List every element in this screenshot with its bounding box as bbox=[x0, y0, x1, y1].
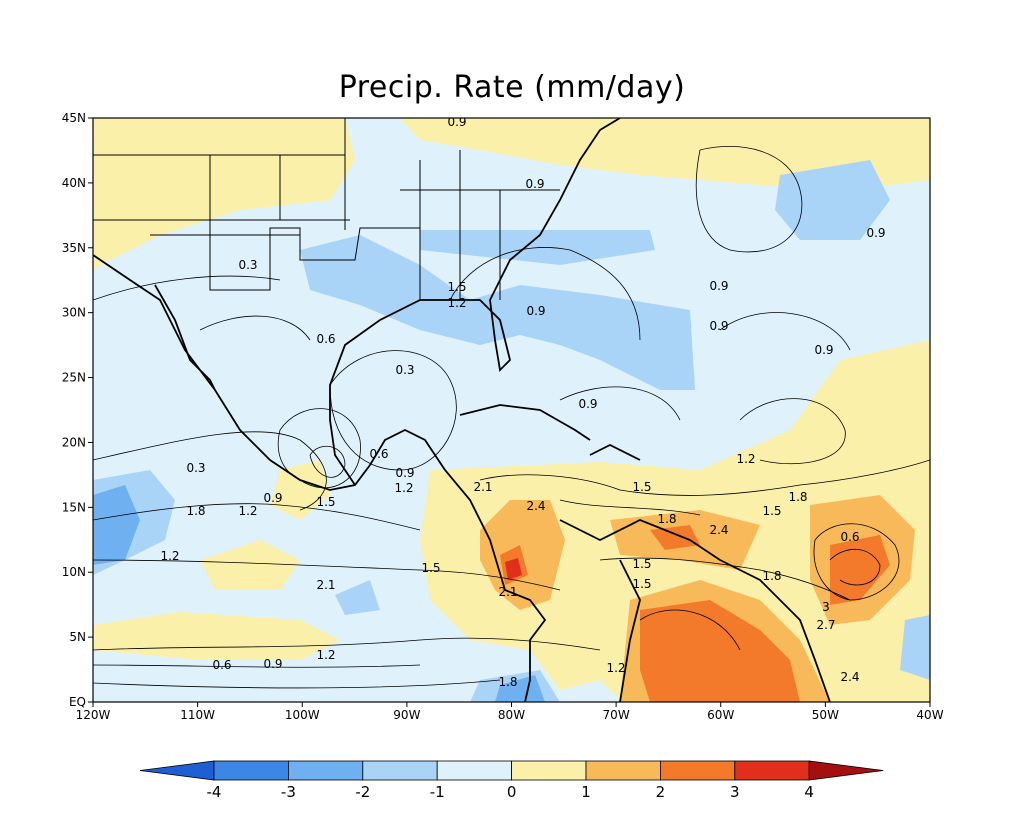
negative-anomaly-areas-medium bbox=[93, 485, 545, 702]
contour-label: 1.5 bbox=[447, 280, 466, 294]
lat-tick-label: 20N bbox=[62, 435, 86, 449]
colorbar-swatch bbox=[585, 760, 661, 781]
colorbar-tick-label: -1 bbox=[430, 783, 445, 801]
contour-label: 0.3 bbox=[238, 258, 257, 272]
contour-label: 0.9 bbox=[525, 177, 544, 191]
contour-label: 1.5 bbox=[632, 577, 651, 591]
map-panel: 0.90.90.90.31.51.20.90.90.90.90.60.30.90… bbox=[93, 115, 930, 702]
positive-anomaly-areas-red bbox=[505, 558, 522, 580]
colorbar-tick-label: -4 bbox=[207, 783, 222, 801]
colorbar: -4 -3 -2 -1 0 1 2 3 4 bbox=[139, 760, 884, 801]
colorbar-swatch bbox=[287, 760, 364, 781]
contour-label: 0.6 bbox=[840, 530, 859, 544]
contour-label: 1.2 bbox=[238, 504, 257, 518]
latitude-axis: 45N 40N 35N 30N 25N 20N 15N 10N 5N EQ bbox=[62, 111, 93, 709]
contour-label: 3 bbox=[822, 600, 830, 614]
contour-label: 1.5 bbox=[762, 504, 781, 518]
contour-label: 0.9 bbox=[709, 279, 728, 293]
lon-tick-label: 90W bbox=[393, 708, 420, 722]
contour-label: 1.2 bbox=[316, 648, 335, 662]
contour-label: 0.9 bbox=[447, 115, 466, 129]
contour-label: 0.9 bbox=[263, 491, 282, 505]
contour-label: 0.9 bbox=[263, 657, 282, 671]
colorbar-tick-label: -2 bbox=[355, 783, 370, 801]
contour-label: 0.6 bbox=[212, 658, 231, 672]
contour-label: 1.5 bbox=[316, 495, 335, 509]
contour-label: 1.5 bbox=[632, 480, 651, 494]
contour-label: 1.5 bbox=[632, 557, 651, 571]
colorbar-tick-label: 3 bbox=[730, 783, 740, 801]
contour-label: 2.1 bbox=[316, 578, 335, 592]
lat-tick-label: 25N bbox=[62, 371, 86, 385]
negative-anomaly-areas-light bbox=[93, 160, 930, 702]
lon-tick-label: 70W bbox=[603, 708, 630, 722]
contour-label: 0.9 bbox=[578, 397, 597, 411]
contour-label: 1.5 bbox=[421, 561, 440, 575]
lat-tick-label: 45N bbox=[62, 111, 86, 125]
contour-label: 0.3 bbox=[395, 363, 414, 377]
contour-label: 1.2 bbox=[736, 452, 755, 466]
colorbar-arrow-high bbox=[808, 760, 884, 781]
map-title: Precip. Rate (mm/day) bbox=[338, 70, 686, 105]
contour-label: 0.9 bbox=[709, 319, 728, 333]
colorbar-swatch bbox=[362, 760, 438, 781]
lat-tick-label: 5N bbox=[69, 630, 86, 644]
colorbar-tick-label: 2 bbox=[656, 783, 666, 801]
contour-label: 1.8 bbox=[657, 512, 676, 526]
colorbar-tick-label: 0 bbox=[507, 783, 517, 801]
contour-label: 1.8 bbox=[498, 675, 517, 689]
colorbar-tick-label: 4 bbox=[804, 783, 814, 801]
contour-label: 1.2 bbox=[160, 549, 179, 563]
coastlines bbox=[93, 118, 831, 702]
contour-labels: 0.90.90.90.31.51.20.90.90.90.90.60.30.90… bbox=[160, 115, 885, 689]
lon-tick-label: 60W bbox=[707, 708, 734, 722]
contour-label: 0.6 bbox=[369, 447, 388, 461]
lat-tick-label: EQ bbox=[69, 695, 86, 709]
lon-tick-label: 80W bbox=[498, 708, 525, 722]
contour-label: 2.4 bbox=[840, 670, 859, 684]
contour-label: 0.3 bbox=[186, 461, 205, 475]
colorbar-arrow-low bbox=[139, 760, 215, 781]
contour-label: 1.2 bbox=[394, 481, 413, 495]
contour-label: 2.1 bbox=[473, 480, 492, 494]
contour-label: 0.9 bbox=[395, 466, 414, 480]
lon-tick-label: 110W bbox=[180, 708, 215, 722]
colorbar-tick-label: -3 bbox=[281, 783, 296, 801]
contour-label: 2.4 bbox=[526, 499, 545, 513]
lat-tick-label: 35N bbox=[62, 241, 86, 255]
lat-tick-label: 40N bbox=[62, 176, 86, 190]
colorbar-swatch bbox=[436, 760, 513, 781]
contour-label: 0.9 bbox=[814, 343, 833, 357]
positive-anomaly-areas-dark-orange bbox=[500, 525, 890, 702]
contour-label: 0.9 bbox=[526, 304, 545, 318]
contour-label: 1.8 bbox=[788, 490, 807, 504]
lat-tick-label: 30N bbox=[62, 306, 86, 320]
contour-label: 2.1 bbox=[498, 585, 517, 599]
lat-tick-label: 10N bbox=[62, 565, 86, 579]
lat-tick-label: 15N bbox=[62, 500, 86, 514]
contour-label: 0.6 bbox=[316, 332, 335, 346]
contour-lines bbox=[93, 146, 930, 689]
lon-tick-label: 100W bbox=[285, 708, 320, 722]
state-borders bbox=[93, 118, 560, 300]
contour-label: 2.4 bbox=[709, 523, 728, 537]
colorbar-swatch bbox=[511, 760, 587, 781]
colorbar-swatch bbox=[734, 760, 810, 781]
contour-label: 1.8 bbox=[762, 569, 781, 583]
contour-label: 1.8 bbox=[186, 504, 205, 518]
contour-label: 1.2 bbox=[606, 661, 625, 675]
longitude-axis: 120W 110W 100W 90W 80W 70W 60W 50W 40W bbox=[76, 702, 944, 722]
lon-tick-label: 50W bbox=[812, 708, 839, 722]
colorbar-swatch bbox=[213, 760, 289, 781]
lon-tick-label: 120W bbox=[76, 708, 111, 722]
colorbar-tick-label: 1 bbox=[581, 783, 591, 801]
colorbar-swatch bbox=[660, 760, 736, 781]
lon-tick-label: 40W bbox=[916, 708, 943, 722]
contour-label: 0.9 bbox=[866, 226, 885, 240]
contour-label: 1.2 bbox=[447, 296, 466, 310]
contour-label: 2.7 bbox=[816, 618, 835, 632]
